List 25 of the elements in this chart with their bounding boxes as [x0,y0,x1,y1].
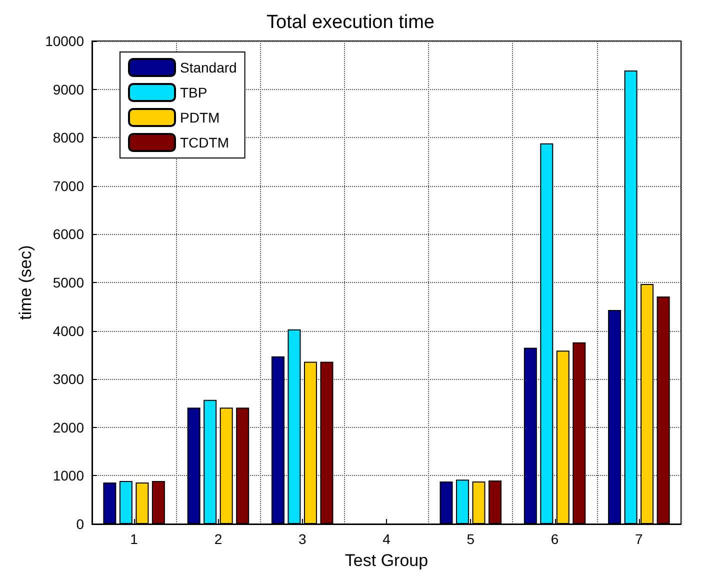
legend-label: PDTM [180,110,220,126]
x-tick-label: 5 [466,531,475,547]
y-axis-title: time (sec) [16,245,36,320]
y-tick-label: 9000 [52,81,84,98]
x-tick-label: 4 [382,531,391,547]
y-tick-label: 8000 [52,130,84,146]
x-tick-label: 1 [130,531,138,547]
x-tick-label: 2 [214,531,222,547]
y-tick-label: 0 [76,516,84,532]
y-tick-label: 4000 [52,322,84,339]
legend-label: TBP [180,84,208,100]
y-tick-label: 1000 [52,468,84,484]
y-tick-label: 7000 [52,178,84,194]
x-tick-label: 3 [298,531,306,547]
y-tick-label: 6000 [52,226,84,242]
y-tick-label: 3000 [52,371,84,388]
x-axis-title: Test Group [344,551,428,570]
chart-title: Total execution time [266,12,434,33]
x-tick-label: 6 [550,531,559,547]
legend-label: Standard [180,60,237,76]
x-tick-label: 7 [635,531,644,547]
y-tick-label: 5000 [52,274,84,290]
y-tick-label: 2000 [52,419,84,436]
legend-label: TCDTM [180,134,229,150]
y-tick-label: 10000 [45,33,84,49]
